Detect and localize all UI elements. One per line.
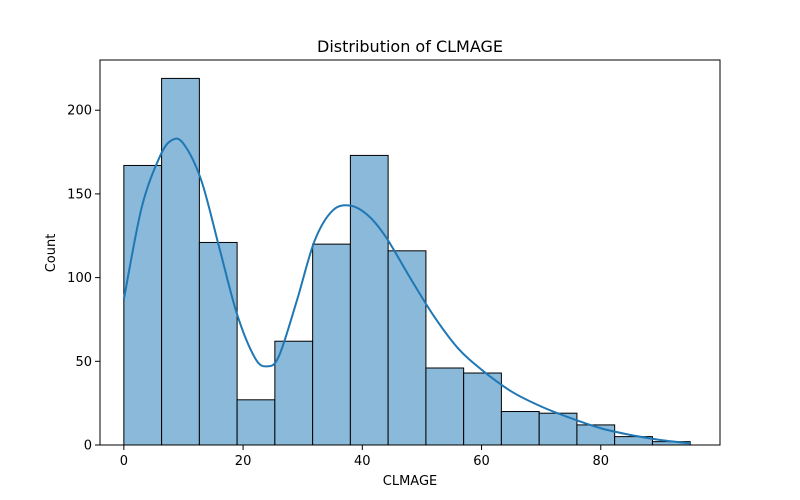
x-tick-label: 20 (235, 454, 252, 469)
histogram-bar (123, 164, 163, 446)
x-tick-label: 60 (473, 454, 490, 469)
histogram-bar (463, 372, 502, 446)
x-axis-label: CLMAGE (383, 474, 438, 489)
histogram-bar (576, 424, 616, 446)
y-tick-label: 150 (67, 187, 92, 202)
y-tick-label: 0 (84, 439, 92, 454)
histogram-bar (500, 411, 540, 446)
bars-group (123, 77, 691, 446)
chart-title: Distribution of CLMAGE (317, 37, 503, 56)
histogram-bar (198, 241, 238, 446)
y-tick-label: 50 (75, 355, 92, 370)
histogram-bar (425, 367, 465, 446)
kde-group (122, 137, 691, 445)
histogram-bar (312, 243, 351, 446)
y-tick-label: 200 (67, 104, 92, 119)
y-axis: 0 50 100 150 200 (67, 104, 100, 454)
x-tick-label: 80 (592, 454, 609, 469)
plot-frame (99, 59, 721, 446)
y-axis-label: Count (44, 234, 59, 273)
histogram-bar (236, 399, 276, 446)
x-axis: 0 20 40 60 80 (120, 445, 609, 469)
histogram-bar (274, 340, 314, 446)
y-tick-label: 100 (67, 271, 92, 286)
x-tick-label: 0 (120, 454, 128, 469)
histogram-bar (349, 154, 389, 446)
x-tick-label: 40 (354, 454, 371, 469)
kde-line (122, 137, 691, 445)
histogram-bar (161, 77, 200, 446)
histogram-bar (387, 250, 427, 446)
